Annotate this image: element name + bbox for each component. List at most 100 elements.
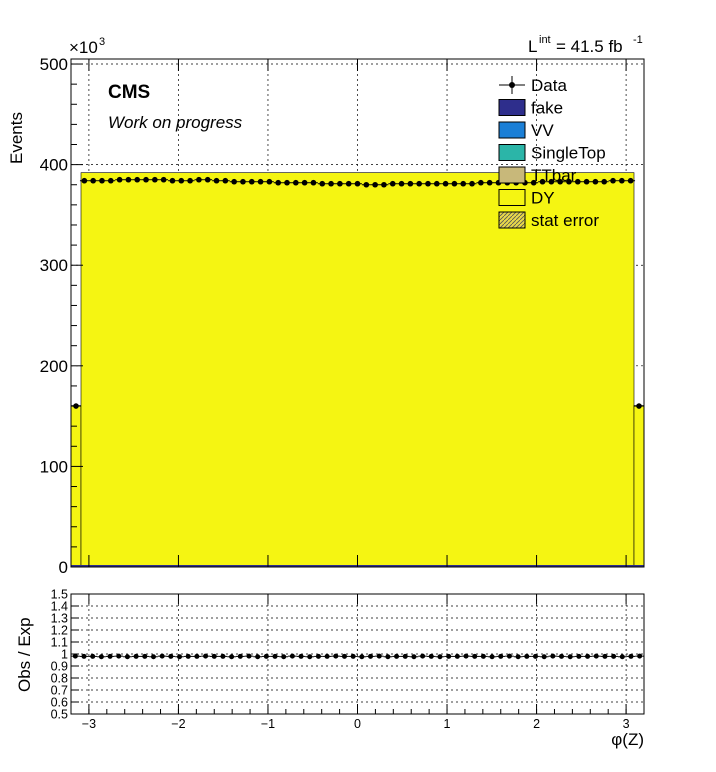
- data-point: [389, 180, 396, 187]
- main-y-tick-label: 100: [40, 457, 68, 476]
- lumi-prefix: L: [528, 37, 537, 56]
- data-point: [169, 177, 176, 184]
- ratio-x-tick-label: 2: [533, 717, 540, 731]
- legend-entry: Data: [499, 76, 567, 95]
- ratio-x-ticks: −3 −2 −1 0 1 2 3: [70, 594, 645, 731]
- ratio-point: [567, 654, 573, 660]
- legend-label: fake: [531, 99, 563, 118]
- ratio-point: [177, 654, 183, 660]
- data-point: [196, 176, 202, 183]
- data-point: [601, 178, 608, 185]
- main-y-tick-label: 500: [40, 55, 68, 74]
- ratio-y-axis-label: Obs / Exp: [15, 617, 34, 692]
- legend-label: VV: [531, 121, 554, 140]
- ratio-point: [98, 654, 104, 660]
- data-point: [107, 177, 114, 184]
- data-point: [566, 178, 572, 185]
- ratio-point: [159, 653, 165, 659]
- dy-bin-right: [633, 405, 645, 568]
- ratio-y-tick-label: 0.8: [51, 672, 68, 686]
- data-point: [627, 177, 634, 184]
- legend-label: Data: [531, 76, 567, 95]
- legend: Data fake VV SingleTop TTbar DY stat error: [498, 76, 606, 230]
- ratio-x-tick-label: 0: [354, 717, 361, 731]
- ratio-point: [194, 653, 200, 659]
- ratio-y-tick-label: 1.5: [51, 588, 68, 602]
- ratio-point: [559, 653, 565, 659]
- ratio-point: [150, 654, 156, 660]
- dy-bin-center: [80, 172, 635, 568]
- ratio-point: [289, 653, 295, 659]
- ratio-point: [72, 653, 78, 659]
- main-y-tick-label: 0: [59, 558, 68, 577]
- data-point: [416, 180, 422, 187]
- data-point: [530, 179, 537, 186]
- ratio-point: [446, 653, 452, 659]
- data-point: [275, 179, 282, 186]
- data-point: [460, 180, 467, 187]
- ratio-point: [333, 653, 339, 659]
- data-point: [293, 179, 299, 186]
- ratio-point: [368, 653, 374, 659]
- ratio-y-tick-label: 0.7: [51, 684, 68, 698]
- data-point: [451, 180, 458, 187]
- data-point: [81, 177, 88, 184]
- data-point: [222, 177, 229, 184]
- ratio-point: [220, 653, 226, 659]
- data-point: [160, 176, 167, 183]
- ratio-y-tick-label: 1.1: [51, 636, 68, 650]
- data-point: [116, 176, 123, 183]
- ratio-y-tick-label: 1.3: [51, 612, 68, 626]
- ratio-point: [211, 653, 217, 659]
- ratio-point: [185, 653, 191, 659]
- data-point: [337, 180, 343, 187]
- ratio-point: [576, 653, 582, 659]
- main-y-tick-label: 400: [40, 156, 68, 175]
- data-point: [99, 177, 105, 184]
- ratio-y-ticks: 0.50.60.70.80.911.11.21.31.41.5: [51, 588, 79, 722]
- data-point: [548, 178, 555, 185]
- data-point: [478, 179, 484, 186]
- ratio-point: [246, 653, 252, 659]
- ratio-point: [498, 653, 504, 659]
- ratio-x-tick-label: −1: [261, 717, 275, 731]
- ratio-point: [515, 654, 521, 660]
- ratio-point: [307, 654, 313, 660]
- data-point: [213, 177, 220, 184]
- ratio-x-tick-label: 1: [444, 717, 451, 731]
- data-point: [152, 176, 158, 183]
- ratio-point: [472, 653, 478, 659]
- ratio-point: [124, 654, 130, 660]
- lumi-value: = 41.5 fb: [556, 37, 623, 56]
- legend-marker-icon: [509, 82, 515, 88]
- ratio-point: [133, 653, 139, 659]
- ratio-y-tick-label: 1.4: [51, 600, 68, 614]
- ratio-y-tick-label: 1: [61, 648, 68, 662]
- data-point: [442, 180, 449, 187]
- data-point: [398, 180, 405, 187]
- ratio-point: [324, 653, 330, 659]
- legend-swatch: [498, 166, 526, 184]
- data-point: [257, 178, 264, 185]
- legend-entry: VV: [498, 121, 554, 140]
- legend-entry: fake: [498, 99, 563, 118]
- ratio-point: [611, 653, 617, 659]
- ratio-point: [255, 654, 261, 660]
- legend-entry: SingleTop: [498, 144, 606, 163]
- data-point: [248, 178, 255, 185]
- ratio-point: [602, 653, 608, 659]
- ratio-point: [272, 653, 278, 659]
- main-x-ticks: [88, 59, 627, 567]
- ratio-point: [315, 653, 321, 659]
- ratio-point: [619, 654, 625, 660]
- legend-label: SingleTop: [531, 144, 606, 163]
- ratio-point: [298, 653, 304, 659]
- data-point: [574, 178, 581, 185]
- ratio-y-tick-label: 0.6: [51, 696, 68, 710]
- ratio-point: [593, 653, 599, 659]
- ratio-point: [428, 653, 434, 659]
- data-point: [486, 179, 493, 186]
- legend-entry: TTbar: [498, 166, 577, 185]
- main-y-tick-label: 300: [40, 256, 68, 275]
